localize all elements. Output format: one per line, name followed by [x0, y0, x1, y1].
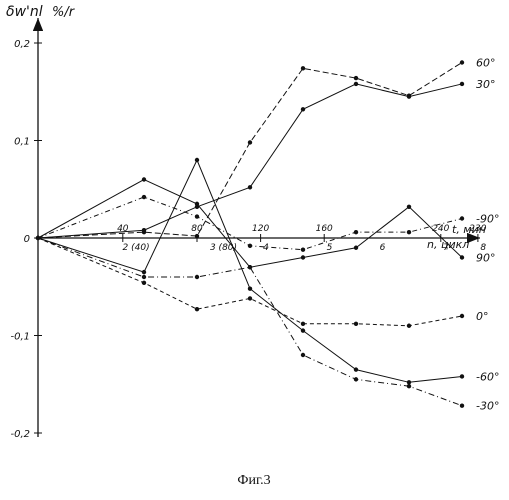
data-point [354, 377, 358, 381]
data-point [248, 244, 252, 248]
data-point [354, 82, 358, 86]
data-point [460, 374, 464, 378]
data-point [354, 367, 358, 371]
y-tick-label: 0,1 [14, 137, 30, 148]
data-point [248, 296, 252, 300]
data-point [460, 314, 464, 318]
y-tick-label: -0,1 [10, 332, 30, 343]
data-point [301, 328, 305, 332]
series-label: 30° [476, 78, 496, 91]
series-6: -60° [36, 158, 500, 385]
data-point [407, 230, 411, 234]
data-point [301, 107, 305, 111]
series-label: 0° [476, 310, 489, 323]
series-2: 30° [36, 78, 496, 240]
series-line [38, 63, 462, 239]
data-point [142, 228, 146, 232]
time-tick-label: 160 [316, 224, 333, 234]
data-point [195, 234, 199, 238]
data-point [460, 216, 464, 220]
data-point [354, 322, 358, 326]
series-label: 90° [476, 252, 496, 265]
data-point [301, 322, 305, 326]
y-axis-label: δw'nl [6, 4, 43, 20]
data-point [460, 404, 464, 408]
data-point [301, 255, 305, 259]
time-tick-label: 240 [432, 224, 449, 234]
y-tick-label: 0,2 [14, 39, 30, 50]
data-point [142, 177, 146, 181]
data-point [354, 76, 358, 80]
data-point [195, 307, 199, 311]
cycle-tick-label: 2 (40) [123, 243, 150, 253]
data-point [460, 82, 464, 86]
x-axis-label-time: t, мин [452, 223, 486, 236]
series-7: -30° [36, 236, 500, 413]
data-point [301, 66, 305, 70]
time-tick-label: 120 [252, 224, 269, 234]
x-axis-label-cycles: n, цикл [427, 238, 469, 251]
data-point [248, 185, 252, 189]
data-point [407, 94, 411, 98]
data-point [460, 60, 464, 64]
series-layer: 60°30°-90°90°0°-60°-30° [36, 57, 500, 413]
series-label: -60° [476, 370, 499, 383]
data-point [195, 214, 199, 218]
y-tick-label: -0,2 [10, 429, 30, 440]
data-point [142, 281, 146, 285]
data-point [36, 236, 40, 240]
series-label: 60° [476, 57, 496, 70]
data-point [301, 353, 305, 357]
data-point [248, 265, 252, 269]
y-axis-unit: %/r [52, 5, 76, 20]
figure-caption: Фиг.3 [237, 473, 270, 488]
data-point [142, 270, 146, 274]
series-line [38, 160, 462, 382]
cycle-tick-label: 4 [263, 243, 269, 253]
cycle-tick-label: 5 [327, 243, 333, 253]
data-point [195, 202, 199, 206]
series-label: -30° [476, 400, 499, 413]
data-point [460, 255, 464, 259]
data-point [407, 384, 411, 388]
series-line [38, 238, 462, 406]
series-line [38, 238, 462, 326]
data-point [407, 205, 411, 209]
data-point [354, 230, 358, 234]
data-point [248, 140, 252, 144]
series-line [38, 197, 462, 250]
data-point [407, 324, 411, 328]
data-point [142, 275, 146, 279]
data-point [301, 248, 305, 252]
series-line [38, 180, 462, 268]
data-point [407, 380, 411, 384]
data-point [248, 287, 252, 291]
cycle-tick-label: 6 [380, 243, 386, 253]
data-point [195, 275, 199, 279]
data-point [195, 158, 199, 162]
data-point [354, 246, 358, 250]
data-point [142, 195, 146, 199]
y-tick-label: 0 [24, 234, 30, 245]
series-1: 60° [36, 57, 496, 241]
